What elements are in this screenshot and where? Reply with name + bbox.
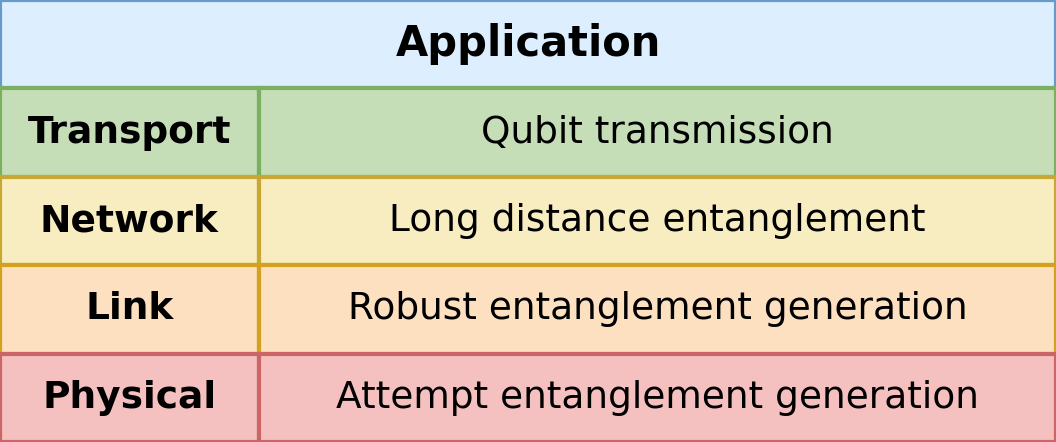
Text: Application: Application [395,23,661,65]
Bar [0,354,259,442]
Text: Transport: Transport [27,114,231,151]
Bar [259,354,1056,442]
Text: Long distance entanglement: Long distance entanglement [389,203,926,239]
Text: Network: Network [40,203,219,239]
Bar [259,88,1056,177]
Bar [0,177,259,265]
Text: Robust entanglement generation: Robust entanglement generation [347,291,967,328]
Bar [0,88,259,177]
Text: Attempt entanglement generation: Attempt entanglement generation [336,380,979,416]
Text: Physical: Physical [42,380,216,416]
Bar [0,265,259,354]
Bar [259,265,1056,354]
Bar [259,177,1056,265]
Text: Link: Link [86,291,173,328]
Text: Qubit transmission: Qubit transmission [480,114,834,151]
Bar [0,0,1056,88]
